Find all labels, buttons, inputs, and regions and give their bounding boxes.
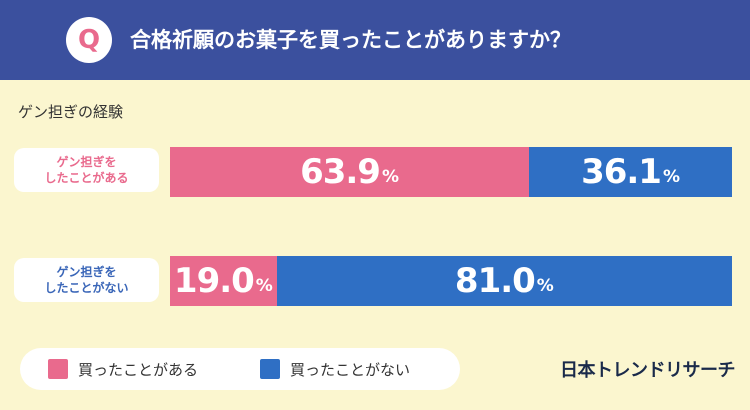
data-label-unit: %	[381, 167, 400, 187]
data-label-value: 36.1	[581, 152, 662, 192]
legend-label-not-bought: 買ったことがない	[290, 360, 411, 379]
question-title: 合格祈願のお菓子を買ったことがありますか？	[130, 28, 571, 52]
data-label-value: 19.0	[173, 261, 255, 301]
bar-segment-bought: 63.9%	[170, 147, 530, 197]
legend-swatch-bought	[48, 359, 68, 379]
row-label-line2: したことがない	[44, 281, 129, 295]
data-label-unit: %	[662, 167, 681, 187]
row-label-not-experienced: ゲン担ぎを したことがない	[14, 258, 159, 302]
brand-logo: 日本トレンドリサーチ	[560, 360, 736, 381]
legend-item-bought: 買ったことがある	[48, 348, 198, 390]
bar-row-experienced: 63.9% 36.1%	[170, 147, 732, 197]
data-label-unit: %	[255, 276, 273, 296]
bar-segment-not-bought: 81.0%	[276, 256, 732, 306]
header-bar: Q 合格祈願のお菓子を買ったことがありますか？	[0, 0, 750, 80]
legend-label-bought: 買ったことがある	[78, 360, 199, 379]
legend-swatch-not-bought	[260, 359, 280, 379]
chart-subtitle: ゲン担ぎの経験	[18, 103, 124, 121]
bar-row-not-experienced: 19.0% 81.0%	[170, 256, 732, 306]
row-label-experienced: ゲン担ぎを したことがある	[14, 148, 159, 192]
row-label-line1: ゲン担ぎを	[56, 155, 117, 169]
data-label-value: 81.0	[454, 261, 536, 301]
chart-legend: 買ったことがある 買ったことがない	[20, 348, 460, 390]
legend-item-not-bought: 買ったことがない	[260, 348, 410, 390]
row-label-line2: したことがある	[44, 171, 129, 185]
question-badge: Q	[66, 17, 112, 63]
row-label-line1: ゲン担ぎを	[56, 265, 117, 279]
bar-segment-not-bought: 36.1%	[529, 147, 732, 197]
data-label-value: 63.9	[300, 152, 381, 192]
data-label-unit: %	[536, 276, 554, 296]
bar-segment-bought: 19.0%	[170, 256, 277, 306]
